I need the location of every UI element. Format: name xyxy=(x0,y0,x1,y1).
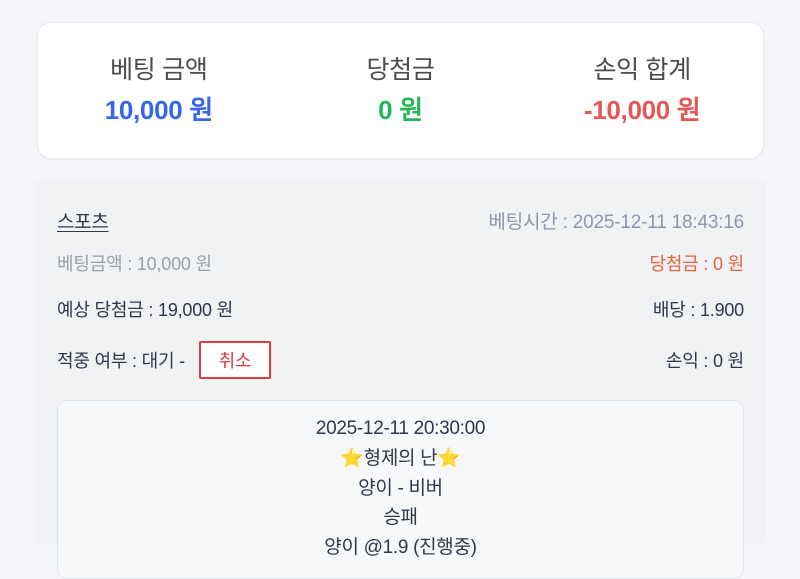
bet-time-label: 베팅시간 : 2025-12-11 18:43:16 xyxy=(488,211,744,233)
summary-card: 베팅 금액 10,000 원 당첨금 0 원 손익 합계 -10,000 원 xyxy=(37,22,764,159)
match-teams: 양이 - 비버 xyxy=(358,477,443,499)
match-datetime: 2025-12-11 20:30:00 xyxy=(315,418,486,439)
bet-hit-status: 적중 여부 : 대기 - xyxy=(57,351,185,371)
summary-label-profit: 손익 합계 xyxy=(593,56,691,84)
match-title: 형제의 난 xyxy=(363,447,438,469)
bet-stake-row: 베팅금액 : 10,000 원 당첨금 : 0 원 xyxy=(57,240,744,286)
bet-expected-payout: 예상 당첨금 : 19,000 원 xyxy=(57,300,234,320)
match-detail-box: 2025-12-11 20:30:00 ⭐형제의 난⭐ 양이 - 비버 승패 양… xyxy=(57,400,744,579)
match-title-line: ⭐형제의 난⭐ xyxy=(340,447,461,471)
bet-odds: 배당 : 1.900 xyxy=(652,300,744,320)
summary-column-stake: 베팅 금액 10,000 원 xyxy=(38,56,280,125)
bet-category-link[interactable]: 스포츠 xyxy=(57,211,109,233)
cancel-bet-button[interactable]: 취소 xyxy=(198,341,271,379)
summary-value-profit: -10,000 원 xyxy=(583,95,701,125)
star-icon-left: ⭐ xyxy=(340,447,364,469)
bet-header-row: 스포츠 베팅시간 : 2025-12-11 18:43:16 xyxy=(57,200,744,240)
summary-label-stake: 베팅 금액 xyxy=(110,56,208,84)
star-icon-right: ⭐ xyxy=(437,447,461,469)
bet-expected-row: 예상 당첨금 : 19,000 원 배당 : 1.900 xyxy=(57,286,744,332)
bet-result-row: 적중 여부 : 대기 - 취소 손익 : 0 원 xyxy=(57,332,744,388)
match-market: 승패 xyxy=(383,507,418,529)
bet-payout-amount: 당첨금 : 0 원 xyxy=(649,254,745,274)
summary-value-payout: 0 원 xyxy=(378,95,423,125)
bet-profit-loss: 손익 : 0 원 xyxy=(665,351,744,371)
summary-column-profit: 손익 합계 -10,000 원 xyxy=(521,56,763,125)
match-selection: 양이 @1.9 (진행중) xyxy=(324,537,477,558)
summary-value-stake: 10,000 원 xyxy=(104,95,214,125)
summary-column-payout: 당첨금 0 원 xyxy=(280,56,522,125)
bet-hit-status-group: 적중 여부 : 대기 - 취소 xyxy=(57,341,271,379)
bet-stake-amount: 베팅금액 : 10,000 원 xyxy=(57,254,212,274)
summary-label-payout: 당첨금 xyxy=(366,56,435,84)
bet-detail-section: 스포츠 베팅시간 : 2025-12-11 18:43:16 베팅금액 : 10… xyxy=(35,180,766,579)
betting-history-page: 베팅 금액 10,000 원 당첨금 0 원 손익 합계 -10,000 원 스… xyxy=(35,22,766,579)
